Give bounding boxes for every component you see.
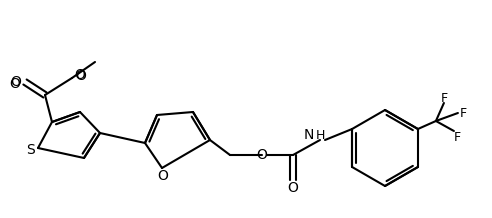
Text: O: O [157, 169, 168, 183]
Text: O: O [256, 148, 268, 162]
Text: F: F [440, 92, 447, 104]
Text: F: F [453, 131, 461, 143]
Text: O: O [9, 77, 20, 91]
Text: O: O [287, 181, 299, 195]
Text: S: S [26, 143, 35, 157]
Text: N: N [304, 128, 314, 142]
Text: F: F [460, 107, 466, 119]
Text: H: H [315, 128, 325, 141]
Text: O: O [74, 68, 85, 82]
Text: O: O [10, 75, 21, 89]
Text: O: O [75, 69, 86, 83]
